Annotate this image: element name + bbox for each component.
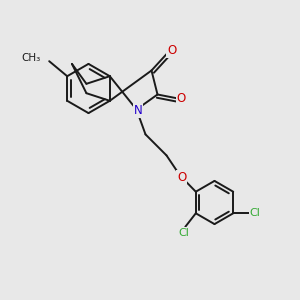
Text: O: O (177, 92, 186, 105)
Text: Cl: Cl (178, 228, 189, 238)
Text: CH₃: CH₃ (22, 53, 41, 63)
Text: N: N (134, 103, 142, 117)
Text: O: O (167, 44, 176, 58)
Text: Cl: Cl (250, 208, 260, 218)
Text: O: O (177, 171, 186, 184)
